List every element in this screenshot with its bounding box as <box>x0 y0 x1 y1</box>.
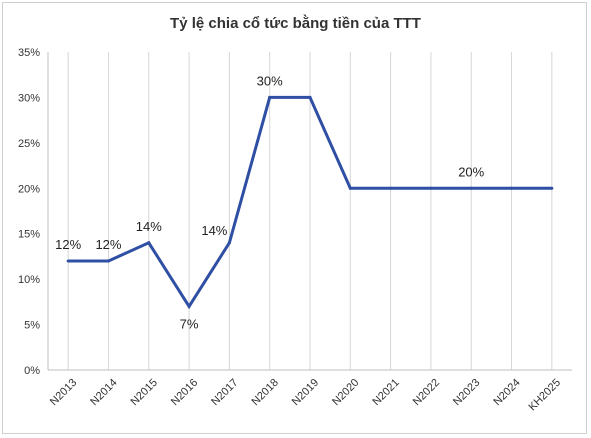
data-label: 30% <box>257 73 283 88</box>
x-tick-label: N2022 <box>411 377 442 408</box>
x-tick-label: N2015 <box>129 377 160 408</box>
data-point <box>348 186 352 190</box>
x-tick-label: N2017 <box>209 377 240 408</box>
data-point <box>106 259 110 263</box>
data-point <box>469 186 473 190</box>
data-point <box>187 304 191 308</box>
y-tick-label: 20% <box>18 183 40 195</box>
y-tick-label: 10% <box>18 274 40 286</box>
data-point <box>268 95 272 99</box>
data-label: 12% <box>55 237 81 252</box>
chart-frame <box>2 2 587 434</box>
data-point <box>227 241 231 245</box>
data-label: 14% <box>136 219 162 234</box>
y-tick-label: 30% <box>18 92 40 104</box>
data-point <box>66 259 70 263</box>
data-point <box>389 186 393 190</box>
data-label: 14% <box>201 223 227 238</box>
data-label: 20% <box>458 164 484 179</box>
x-tick-label: N2013 <box>48 377 79 408</box>
x-tick-label: N2020 <box>330 377 361 408</box>
x-tick-label: N2018 <box>249 377 280 408</box>
data-point <box>147 241 151 245</box>
y-tick-label: 0% <box>24 365 40 377</box>
y-tick-label: 15% <box>18 229 40 241</box>
data-point <box>429 186 433 190</box>
x-tick-label: N2019 <box>290 377 321 408</box>
data-label: 12% <box>95 237 121 252</box>
x-tick-label: N2024 <box>491 377 522 408</box>
data-point <box>308 95 312 99</box>
data-label: 7% <box>180 316 199 331</box>
data-point <box>550 186 554 190</box>
y-tick-label: 25% <box>18 138 40 150</box>
y-tick-label: 35% <box>18 47 40 59</box>
chart-title: Tỷ lệ chia cổ tức bằng tiền của TTT <box>170 15 421 32</box>
x-tick-label: KH2025 <box>526 377 563 414</box>
x-tick-label: N2014 <box>88 377 119 408</box>
x-tick-label: N2023 <box>451 377 482 408</box>
x-tick-label: N2021 <box>370 377 401 408</box>
x-tick-label: N2016 <box>169 377 200 408</box>
data-point <box>510 186 514 190</box>
y-tick-label: 5% <box>24 320 40 332</box>
